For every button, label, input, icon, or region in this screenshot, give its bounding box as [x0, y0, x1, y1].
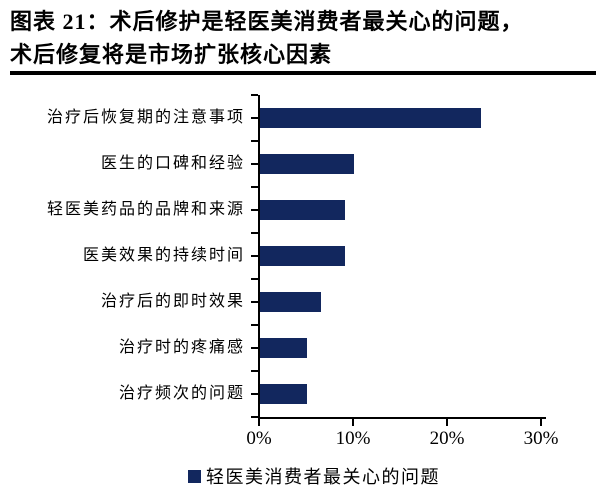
x-axis-tick-label: 10% [335, 428, 371, 449]
chart-bar [260, 384, 307, 404]
chart-bar [260, 200, 345, 220]
y-axis-tick [251, 163, 258, 165]
y-axis-tick [251, 117, 258, 119]
legend-swatch [188, 469, 201, 483]
y-axis-tick [251, 140, 258, 142]
chart-legend: 轻医美消费者最关心的问题 [188, 463, 440, 489]
x-axis-tick-label: 20% [429, 428, 465, 449]
y-axis-tick [251, 278, 258, 280]
chart-bar [260, 292, 322, 312]
x-axis-tick-label: 0% [246, 428, 272, 449]
figure-title: 图表 21：术后修护是轻医美消费者最关心的问题， 术后修复将是市场扩张核心因素 [10, 5, 594, 71]
category-label: 治疗时的疼痛感 [118, 339, 245, 356]
category-label: 医美效果的持续时间 [82, 247, 245, 264]
legend-label: 轻医美消费者最关心的问题 [206, 467, 440, 487]
chart-bar [260, 338, 307, 358]
y-axis-tick [251, 186, 258, 188]
y-axis-tick [251, 255, 258, 257]
x-axis-tick-label: 30% [523, 428, 559, 449]
category-label: 轻医美药品的品牌和来源 [46, 201, 245, 218]
category-label: 治疗频次的问题 [118, 385, 245, 402]
x-axis-tick [446, 419, 448, 426]
category-label: 治疗后的即时效果 [100, 293, 245, 310]
y-axis-tick [251, 347, 258, 349]
x-axis-tick [540, 419, 542, 426]
y-axis-tick [251, 209, 258, 211]
x-axis-tick [258, 419, 260, 426]
y-axis-tick [251, 370, 258, 372]
y-axis-tick [251, 416, 258, 418]
y-axis-tick [251, 324, 258, 326]
category-label: 治疗后恢复期的注意事项 [46, 109, 245, 126]
category-label: 医生的口碑和经验 [100, 155, 245, 172]
y-axis-line [258, 95, 260, 419]
y-axis-tick [251, 301, 258, 303]
x-axis-tick [352, 419, 354, 426]
x-axis-line [258, 417, 546, 419]
y-axis-tick [251, 393, 258, 395]
chart-bar [260, 154, 354, 174]
figure-title-line2: 术后修复将是市场扩张核心因素 [10, 42, 333, 67]
title-underline-rule [10, 71, 596, 75]
chart-bar [260, 246, 345, 266]
chart-bar [260, 108, 481, 128]
y-axis-tick [251, 232, 258, 234]
figure-title-line1: 图表 21：术后修护是轻医美消费者最关心的问题， [10, 9, 524, 34]
y-axis-tick [251, 94, 258, 96]
